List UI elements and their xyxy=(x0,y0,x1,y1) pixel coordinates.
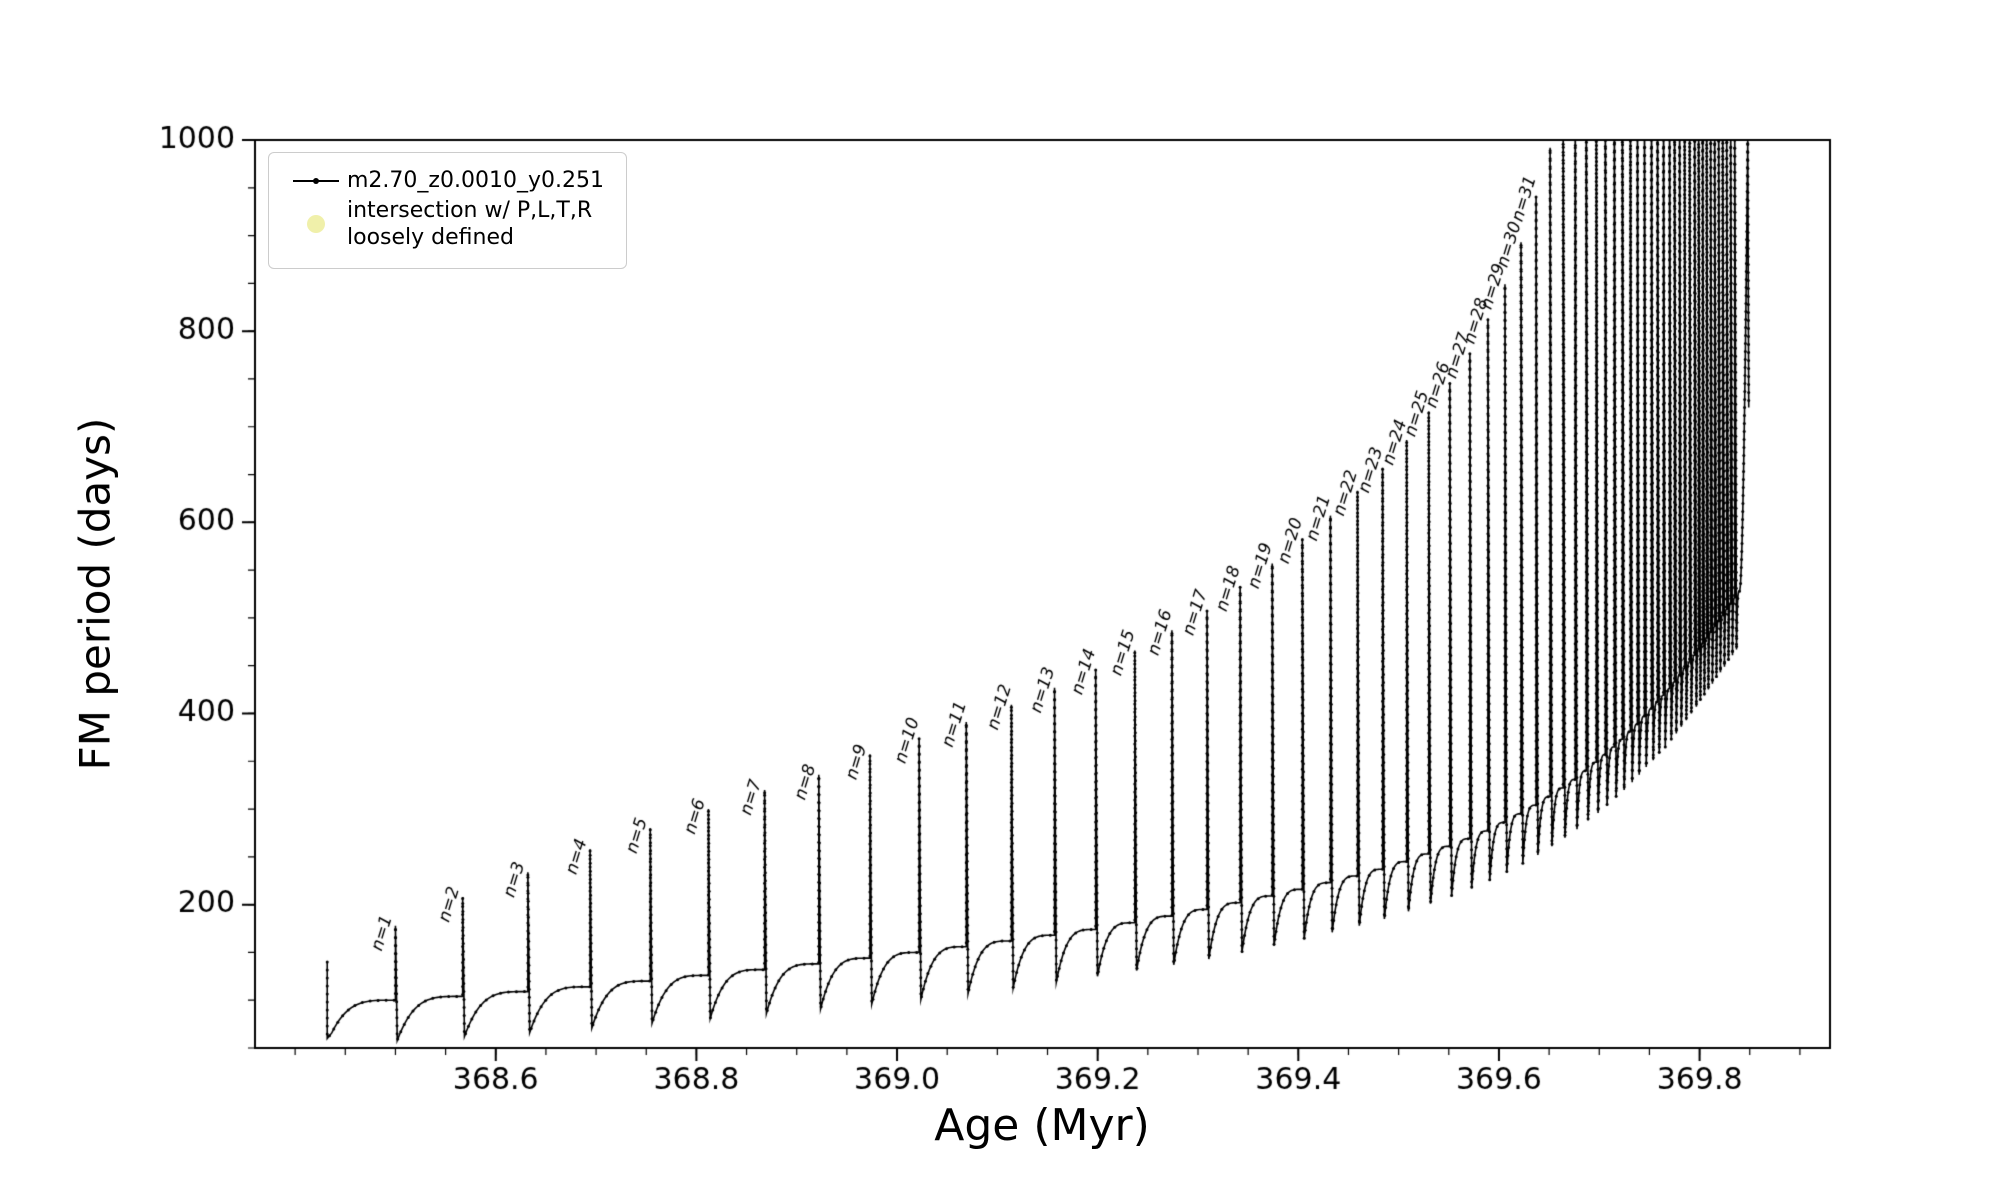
legend-intersection-label-line2: loosely defined xyxy=(347,225,514,250)
legend-series-label: m2.70_z0.0010_y0.251 xyxy=(347,168,604,193)
y-axis-label: FM period (days) xyxy=(70,417,120,771)
legend-intersection-label-line1: intersection w/ P,L,T,R xyxy=(347,197,593,223)
intersection-marker-icon xyxy=(307,215,325,233)
x-axis-label: Age (Myr) xyxy=(934,1100,1150,1151)
legend-series-entry: m2.70_z0.0010_y0.251 xyxy=(285,167,604,195)
legend-line-marker xyxy=(285,177,347,184)
series-dot-marker-icon xyxy=(313,177,319,184)
legend: m2.70_z0.0010_y0.251 intersection w/ P,L… xyxy=(268,152,627,269)
legend-circle-marker xyxy=(285,215,347,233)
legend-intersection-entry: intersection w/ P,L,T,R loosely defined xyxy=(285,197,604,252)
